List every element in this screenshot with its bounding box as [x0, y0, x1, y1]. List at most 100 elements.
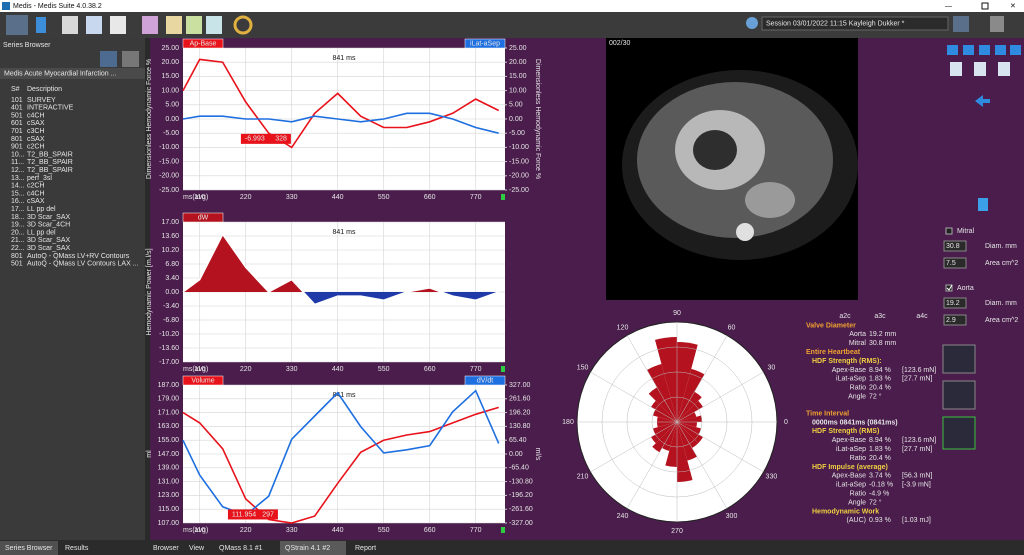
- sidebar-tab-label[interactable]: Results: [65, 545, 89, 552]
- next-frame-button[interactable]: [995, 45, 1006, 55]
- series-number[interactable]: 501: [11, 261, 23, 268]
- series-number[interactable]: 13...: [11, 175, 25, 182]
- close-button[interactable]: ✕: [1010, 3, 1016, 10]
- main-tab[interactable]: [184, 541, 210, 555]
- help-button[interactable]: [36, 17, 46, 33]
- export-button[interactable]: [974, 62, 986, 76]
- first-frame-button[interactable]: [947, 45, 958, 55]
- settings-button[interactable]: [233, 15, 253, 35]
- main-tab[interactable]: [350, 541, 384, 555]
- main-tab-label[interactable]: QMass 8.1 #1: [219, 545, 263, 552]
- series-number[interactable]: 22...: [11, 245, 25, 252]
- x-tick-label: 220: [240, 366, 252, 373]
- layout-button[interactable]: [953, 16, 969, 32]
- main-tab-label[interactable]: Browser: [153, 545, 179, 552]
- series-number[interactable]: 801: [11, 253, 23, 260]
- tool-button[interactable]: [62, 16, 78, 34]
- series-description[interactable]: INTERACTIVE: [27, 105, 74, 112]
- series-number[interactable]: 18...: [11, 214, 25, 221]
- series-number[interactable]: 16...: [11, 198, 25, 205]
- series-number[interactable]: 21...: [11, 237, 25, 244]
- series-description[interactable]: c3CH: [27, 128, 45, 135]
- view-thumbnail[interactable]: [942, 416, 976, 450]
- main-tab-label[interactable]: QStrain 4.1 #2: [285, 545, 330, 552]
- series-number[interactable]: 11...: [11, 159, 24, 166]
- series-number[interactable]: 501: [11, 112, 23, 119]
- export-button[interactable]: [990, 16, 1004, 32]
- tool-button[interactable]: [86, 16, 102, 34]
- series-description[interactable]: AutoQ - QMass LV Contours LAX ...: [27, 261, 139, 268]
- series-number[interactable]: 14...: [11, 183, 25, 190]
- series-description[interactable]: cSAX: [27, 120, 45, 127]
- rose-sector: [665, 422, 677, 467]
- series-description[interactable]: c4CH: [27, 112, 45, 119]
- series-number[interactable]: 17...: [11, 206, 25, 213]
- back-arrow-button[interactable]: [975, 95, 990, 107]
- series-description[interactable]: 3D Scar_SAX: [27, 245, 71, 252]
- series-description[interactable]: perf_3sl: [27, 175, 52, 182]
- series-number[interactable]: 901: [11, 144, 23, 151]
- prev-frame-button[interactable]: [963, 45, 974, 55]
- series-number[interactable]: 101: [11, 97, 23, 104]
- tool-button[interactable]: [166, 16, 182, 34]
- view-thumbnail[interactable]: [942, 380, 976, 410]
- series-number[interactable]: 12...: [11, 167, 25, 174]
- play-button[interactable]: [979, 45, 990, 55]
- series-description[interactable]: 3D Scar_SAX: [27, 237, 71, 244]
- study-bar[interactable]: [0, 68, 145, 79]
- export-button[interactable]: [998, 62, 1010, 76]
- last-frame-button[interactable]: [1010, 45, 1021, 55]
- series-number[interactable]: 601: [11, 120, 23, 127]
- valve-checkbox[interactable]: [945, 284, 953, 292]
- view-toggle[interactable]: [122, 51, 139, 67]
- series-description[interactable]: T2_BB_SPAIR: [27, 159, 73, 166]
- series-description[interactable]: 3D Scar_4CH: [27, 222, 70, 229]
- series-description[interactable]: T2_BB_SPAIR: [27, 167, 73, 174]
- x-tick-label: 330: [286, 527, 298, 534]
- main-tab-label[interactable]: Report: [355, 545, 376, 552]
- maximize-button[interactable]: [981, 2, 989, 10]
- sidebar-tab-label[interactable]: Series Browser: [5, 545, 53, 552]
- series-description[interactable]: 3D Scar_SAX: [27, 214, 71, 221]
- tool-button[interactable]: [206, 16, 222, 34]
- series-description[interactable]: T2_BB_SPAIR: [27, 151, 73, 158]
- area-input[interactable]: [943, 314, 967, 326]
- series-number[interactable]: 19...: [11, 222, 25, 229]
- series-description[interactable]: cSAX: [27, 198, 45, 205]
- tool-button[interactable]: [186, 16, 202, 34]
- series-description[interactable]: c4CH: [27, 190, 45, 197]
- main-tab-label[interactable]: View: [189, 545, 205, 552]
- session-dropdown[interactable]: [761, 16, 949, 31]
- minimize-button[interactable]: —: [945, 3, 952, 10]
- series-description[interactable]: LL pp del: [27, 229, 56, 236]
- series-description[interactable]: AutoQ - QMass LV+RV Contours: [27, 253, 130, 260]
- tool-button[interactable]: [110, 16, 126, 34]
- series-number[interactable]: 801: [11, 136, 23, 143]
- series-number[interactable]: 15...: [11, 190, 25, 197]
- series-description[interactable]: LL pp del: [27, 206, 56, 213]
- series-number[interactable]: 20...: [11, 229, 25, 236]
- series-number[interactable]: 401: [11, 105, 23, 112]
- main-tab[interactable]: [214, 541, 276, 555]
- tool-button[interactable]: [6, 15, 28, 35]
- main-tab[interactable]: [280, 541, 346, 555]
- diameter-input[interactable]: [943, 297, 967, 309]
- view-thumbnail[interactable]: [942, 344, 976, 374]
- view-toggle[interactable]: [100, 51, 117, 67]
- series-description[interactable]: cSAX: [27, 136, 45, 143]
- series-description[interactable]: SURVEY: [27, 97, 56, 104]
- polar-angle-label: 120: [617, 324, 629, 331]
- diameter-input[interactable]: [943, 240, 967, 252]
- series-description[interactable]: c2CH: [27, 183, 45, 190]
- delete-button[interactable]: [978, 198, 988, 211]
- sidebar-tab[interactable]: [0, 541, 58, 555]
- series-description[interactable]: c2CH: [27, 144, 45, 151]
- export-button[interactable]: [950, 62, 962, 76]
- valve-checkbox[interactable]: [945, 227, 953, 235]
- tool-button[interactable]: [142, 16, 158, 34]
- series-number[interactable]: 10...: [11, 151, 25, 158]
- area-input[interactable]: [943, 257, 967, 269]
- main-tab[interactable]: [148, 541, 180, 555]
- sidebar-tab[interactable]: [60, 541, 98, 555]
- series-number[interactable]: 701: [11, 128, 23, 135]
